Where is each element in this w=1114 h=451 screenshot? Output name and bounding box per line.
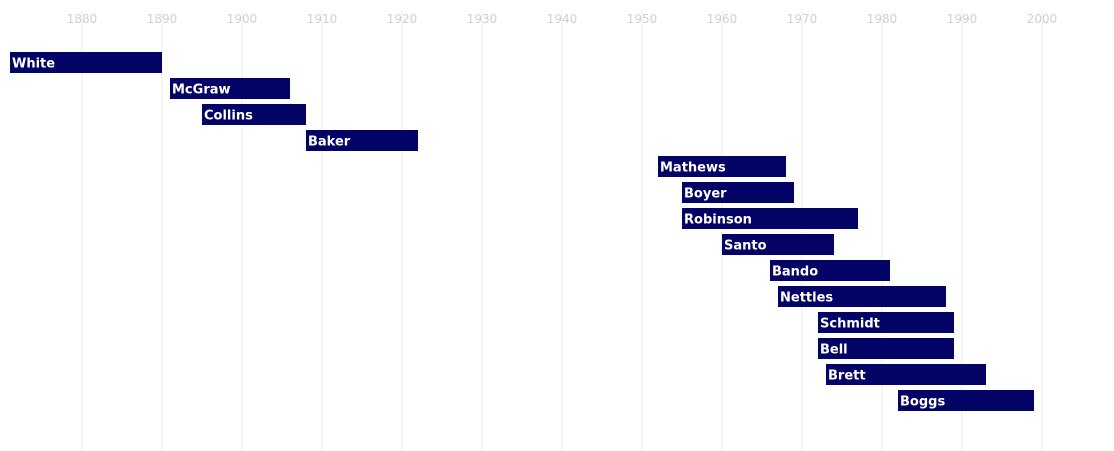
bar-label-baker: Baker <box>308 135 351 150</box>
bar-mcgraw <box>170 78 290 99</box>
bar-label-robinson: Robinson <box>684 213 752 228</box>
bar-boyer <box>682 182 794 203</box>
bar-group-boggs: Boggs <box>898 390 1034 411</box>
bar-baker <box>306 130 418 151</box>
bar-robinson <box>682 208 858 229</box>
x-tick-label-1880: 1880 <box>67 12 98 26</box>
x-tick-label-1960: 1960 <box>707 12 738 26</box>
bar-label-white: White <box>12 57 55 72</box>
bar-group-baker: Baker <box>306 130 418 151</box>
bar-collins <box>202 104 306 125</box>
x-tick-label-1920: 1920 <box>387 12 418 26</box>
x-tick-label-1900: 1900 <box>227 12 258 26</box>
x-tick-label-1940: 1940 <box>547 12 578 26</box>
bar-santo <box>722 234 834 255</box>
bar-label-santo: Santo <box>724 239 767 254</box>
bar-group-nettles: Nettles <box>778 286 946 307</box>
bar-white <box>10 52 162 73</box>
bar-group-collins: Collins <box>202 104 306 125</box>
bar-label-collins: Collins <box>204 109 253 124</box>
x-axis-tick-labels: 1880 1890 1900 1910 1920 1930 1940 1950 1960 1970… <box>67 12 1058 26</box>
bar-group-schmidt: Schmidt <box>818 312 954 333</box>
bar-group-santo: Santo <box>722 234 834 255</box>
x-tick-label-1980: 1980 <box>867 12 898 26</box>
bars: White McGraw Collins Baker Mathews Boyer Robin… <box>10 52 1034 411</box>
bar-boggs <box>898 390 1034 411</box>
bar-group-robinson: Robinson <box>682 208 858 229</box>
bar-label-brett: Brett <box>828 369 866 384</box>
x-tick-label-1970: 1970 <box>787 12 818 26</box>
x-tick-label-1910: 1910 <box>307 12 338 26</box>
bar-label-bell: Bell <box>820 343 848 358</box>
bar-label-boggs: Boggs <box>900 395 945 410</box>
bar-nettles <box>778 286 946 307</box>
bar-group-mathews: Mathews <box>658 156 786 177</box>
bar-group-bando: Bando <box>770 260 890 281</box>
bar-schmidt <box>818 312 954 333</box>
x-tick-label-1930: 1930 <box>467 12 498 26</box>
bar-group-brett: Brett <box>826 364 986 385</box>
bar-brett <box>826 364 986 385</box>
bar-label-nettles: Nettles <box>780 291 833 306</box>
bar-bell <box>818 338 954 359</box>
x-tick-label-1950: 1950 <box>627 12 658 26</box>
bar-label-schmidt: Schmidt <box>820 317 880 332</box>
x-tick-label-2000: 2000 <box>1027 12 1058 26</box>
bar-label-bando: Bando <box>772 265 818 280</box>
bar-label-boyer: Boyer <box>684 187 727 202</box>
bar-group-mcgraw: McGraw <box>170 78 290 99</box>
x-tick-label-1990: 1990 <box>947 12 978 26</box>
bar-bando <box>770 260 890 281</box>
x-tick-label-1890: 1890 <box>147 12 178 26</box>
bar-label-mathews: Mathews <box>660 161 726 176</box>
bar-group-boyer: Boyer <box>682 182 794 203</box>
bar-group-white: White <box>10 52 162 73</box>
bar-mathews <box>658 156 786 177</box>
bar-label-mcgraw: McGraw <box>172 83 231 98</box>
bar-group-bell: Bell <box>818 338 954 359</box>
